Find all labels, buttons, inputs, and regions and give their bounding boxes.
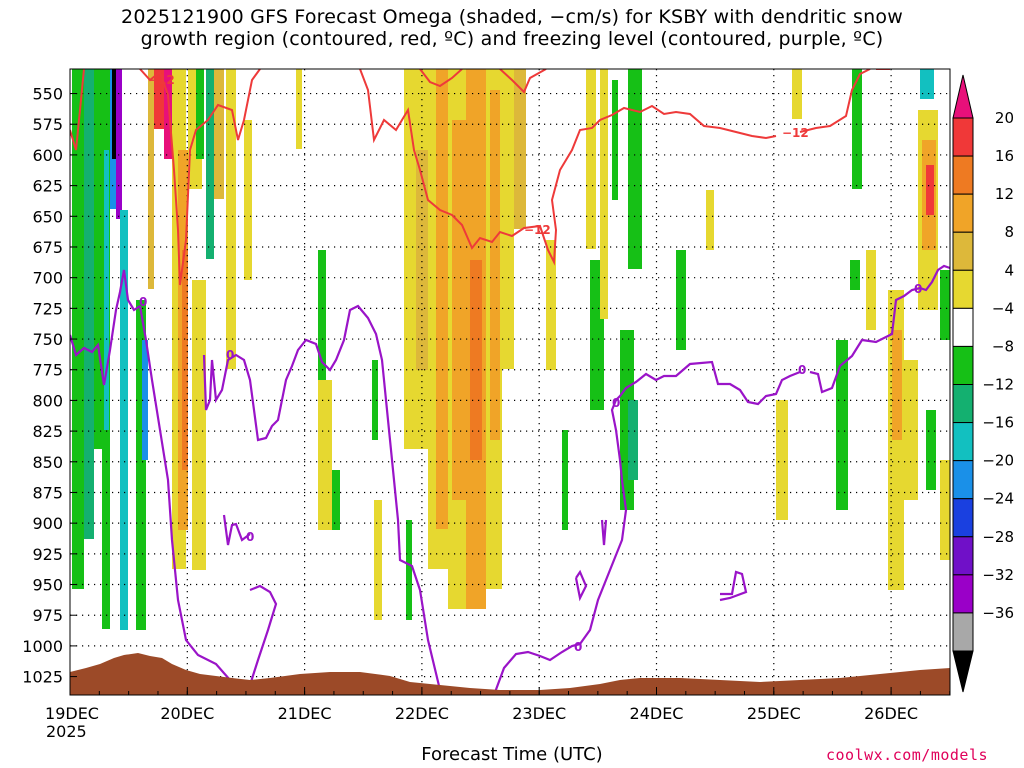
y-tick-label: 725 [32, 299, 63, 318]
colorbar-segment [952, 612, 974, 652]
colorbar-segment [952, 460, 974, 500]
y-tick-label: 900 [32, 514, 63, 533]
x-tick-label: 25DEC [747, 704, 801, 723]
title-line-1: 2025121900 GFS Forecast Omega (shaded, −… [121, 6, 903, 28]
x-axis: 19DEC 20DEC 21DEC 22DEC 23DEC 24DEC 25DEC 26DEC… [45, 687, 951, 741]
colorbar-segment [952, 155, 974, 195]
colorbar-segment [952, 269, 974, 309]
y-tick-label: 650 [32, 207, 63, 226]
dendritic-label: −12 [524, 223, 551, 237]
colorbar-label: −36 [982, 604, 1014, 622]
y-tick-label: 925 [32, 545, 63, 564]
colorbar-label: −16 [982, 414, 1014, 432]
colorbar-segment [952, 193, 974, 233]
freezing-label: 0 [612, 396, 620, 410]
colorbar-top-arrow [952, 74, 974, 119]
colorbar-label: −32 [982, 566, 1014, 584]
credit-link[interactable]: coolwx.com/models [826, 746, 989, 764]
y-tick-label: 625 [32, 177, 63, 196]
colorbar-label: −8 [992, 337, 1014, 355]
y-tick-label: 750 [32, 330, 63, 349]
colorbar-segment [952, 422, 974, 462]
y-tick-label: 800 [32, 391, 63, 410]
freezing-label: 0 [226, 348, 234, 362]
y-tick-label: 675 [32, 238, 63, 257]
freezing-label: 0 [798, 363, 806, 377]
title-line-2: growth region (contoured, red, ºC) and f… [140, 28, 884, 50]
y-tick-label: 875 [32, 483, 63, 502]
y-tick-label: 775 [32, 361, 63, 380]
freezing-label: 0 [246, 530, 254, 544]
y-tick-label: 975 [32, 606, 63, 625]
x-tick-label: 26DEC [864, 704, 918, 723]
colorbar-segment [952, 498, 974, 538]
colorbar-bottom-arrow [952, 650, 974, 693]
y-axis: 550 575 600 625 650 675 700 725 750 775 800 825 850 8… [22, 85, 77, 687]
colorbar-segment [952, 231, 974, 271]
x-tick-year: 2025 [46, 722, 87, 741]
x-axis-label: Forecast Time (UTC) [421, 744, 603, 765]
y-tick-label: 950 [32, 576, 63, 595]
colorbar-segment [952, 384, 974, 424]
colorbar: 20 16 12 8 4 −4 −8 −12 −16 −20 −24 −28 −32 −36 [952, 74, 1014, 693]
dendritic-contour [70, 69, 890, 286]
y-tick-label: 825 [32, 422, 63, 441]
contour-labels: −12 −12 −12 0 0 0 0 0 0 0 [139, 73, 922, 654]
colorbar-label: −28 [982, 528, 1014, 546]
colorbar-segment [952, 117, 974, 157]
colorbar-label: −24 [982, 490, 1014, 508]
y-tick-label: 575 [32, 115, 63, 134]
colorbar-label: −20 [982, 452, 1014, 470]
colorbar-label: 8 [1004, 223, 1014, 241]
colorbar-segment [952, 307, 974, 347]
y-tick-label: 1000 [22, 637, 63, 656]
freezing-label: 0 [139, 295, 147, 309]
terrain-surface [70, 653, 950, 695]
colorbar-label: 12 [995, 185, 1014, 203]
y-tick-label: 850 [32, 453, 63, 472]
colorbar-label: 4 [1004, 261, 1014, 279]
dendritic-label: −12 [148, 73, 175, 87]
freezing-contour [70, 264, 950, 695]
colorbar-label: 20 [995, 109, 1014, 127]
colorbar-label: 16 [995, 147, 1014, 165]
x-tick-label: 23DEC [512, 704, 566, 723]
grid-lines [70, 69, 950, 695]
colorbar-label: −4 [992, 299, 1014, 317]
colorbar-segment [952, 345, 974, 385]
y-tick-label: 600 [32, 146, 63, 165]
freezing-label: 0 [914, 282, 922, 296]
chart-title: 2025121900 GFS Forecast Omega (shaded, −… [0, 6, 1024, 50]
dendritic-label: −12 [782, 126, 809, 140]
colorbar-segment [952, 574, 974, 614]
x-tick-label: 24DEC [630, 704, 684, 723]
y-tick-label: 700 [32, 269, 63, 288]
x-tick-label: 22DEC [395, 704, 449, 723]
colorbar-segment [952, 536, 974, 576]
y-tick-label: 550 [32, 85, 63, 104]
x-tick-label: 19DEC [45, 704, 99, 723]
y-tick-label: 1025 [22, 668, 63, 687]
x-tick-label: 20DEC [160, 704, 214, 723]
x-tick-label: 21DEC [278, 704, 332, 723]
colorbar-label: −12 [982, 376, 1014, 394]
freezing-label: 0 [574, 640, 582, 654]
omega-shading [72, 69, 950, 630]
